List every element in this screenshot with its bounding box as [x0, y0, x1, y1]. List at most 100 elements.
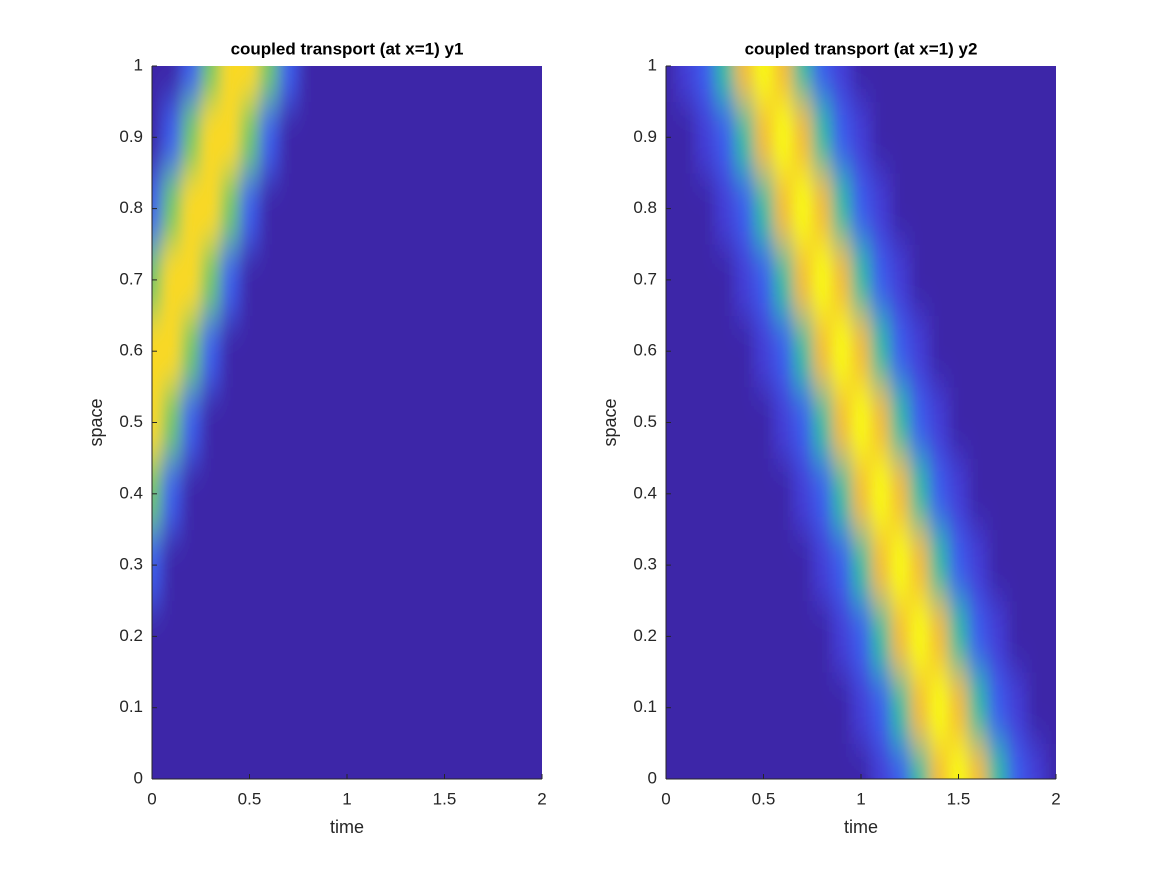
cell [395, 743, 416, 779]
cell [1046, 315, 1056, 388]
cell [259, 244, 280, 317]
cell [239, 101, 260, 174]
cell [473, 458, 494, 530]
cell [200, 529, 221, 602]
cell [734, 244, 755, 317]
cell [317, 66, 338, 103]
cell [239, 529, 260, 602]
cell [337, 386, 358, 459]
cell [792, 743, 813, 779]
x-tick-label: 0 [661, 789, 670, 808]
cell [890, 600, 911, 673]
cell [493, 743, 514, 779]
cell [493, 172, 514, 245]
cell [181, 101, 202, 174]
cell [434, 172, 455, 245]
cell [415, 458, 436, 530]
cell [317, 386, 338, 459]
cell [239, 458, 260, 530]
cell [356, 458, 377, 530]
cell [298, 600, 319, 673]
cell [337, 172, 358, 245]
y-tick-label: 0 [648, 768, 657, 787]
y-tick-label: 0.9 [119, 127, 143, 146]
cell [948, 600, 969, 673]
cell [395, 315, 416, 388]
cell [987, 315, 1008, 388]
cell [317, 315, 338, 388]
cell [929, 672, 950, 744]
cell [1026, 386, 1047, 459]
cell [512, 386, 533, 459]
cell [666, 172, 677, 245]
x-tick-label: 1 [856, 789, 865, 808]
cell [870, 458, 891, 530]
cell [395, 458, 416, 530]
cell [395, 529, 416, 602]
cell [987, 244, 1008, 317]
cell [200, 743, 221, 779]
cell [851, 458, 872, 530]
x-tick-label: 0.5 [752, 789, 776, 808]
cell [181, 315, 202, 388]
cell [987, 529, 1008, 602]
cell [792, 66, 813, 103]
cell [152, 458, 163, 530]
cell [831, 672, 852, 744]
cell [909, 244, 930, 317]
cell [473, 244, 494, 317]
cell [890, 101, 911, 174]
cell [753, 743, 774, 779]
cell [870, 529, 891, 602]
cell [317, 458, 338, 530]
cell [152, 244, 163, 317]
cell [870, 315, 891, 388]
y-tick-label: 0.9 [633, 127, 657, 146]
cell [1046, 172, 1056, 245]
cell [929, 244, 950, 317]
cell [200, 101, 221, 174]
cell [259, 672, 280, 744]
cell [434, 386, 455, 459]
cell [948, 172, 969, 245]
cell [298, 315, 319, 388]
cell [415, 66, 436, 103]
cell [1026, 600, 1047, 673]
cell [434, 600, 455, 673]
cell [812, 172, 833, 245]
cell [987, 101, 1008, 174]
cell [948, 458, 969, 530]
cell [532, 315, 542, 388]
cell [1046, 458, 1056, 530]
cell [792, 172, 813, 245]
cell [1026, 244, 1047, 317]
cell [161, 315, 182, 388]
cell [376, 458, 397, 530]
cell [1026, 315, 1047, 388]
cell [1007, 386, 1028, 459]
cell [929, 101, 950, 174]
cell [434, 743, 455, 779]
cell [831, 743, 852, 779]
cell [161, 672, 182, 744]
cell [152, 172, 163, 245]
cell [493, 244, 514, 317]
cell [695, 244, 716, 317]
cell [734, 315, 755, 388]
cell [1046, 672, 1056, 744]
cell [968, 172, 989, 245]
cell [812, 386, 833, 459]
cell [512, 244, 533, 317]
cell [278, 101, 299, 174]
y-tick-label: 0.6 [119, 341, 143, 360]
cell [812, 600, 833, 673]
cell [909, 66, 930, 103]
cell [259, 458, 280, 530]
cell [1026, 743, 1047, 779]
cell [454, 386, 475, 459]
cell [395, 172, 416, 245]
cell [851, 315, 872, 388]
cell [968, 386, 989, 459]
cell [948, 743, 969, 779]
